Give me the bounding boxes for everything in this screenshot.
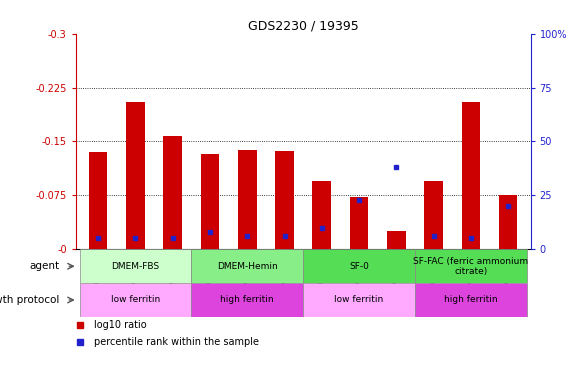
Text: log10 ratio: log10 ratio [94, 320, 146, 330]
Bar [387, 231, 406, 249]
Bar [350, 197, 368, 249]
Text: agent: agent [29, 261, 59, 271]
Bar [163, 136, 182, 249]
Bar [191, 283, 303, 317]
Bar [126, 102, 145, 249]
Bar [89, 152, 107, 249]
Text: high ferritin: high ferritin [220, 296, 274, 304]
Text: SF-FAC (ferric ammonium
citrate): SF-FAC (ferric ammonium citrate) [413, 256, 528, 276]
Text: low ferritin: low ferritin [335, 296, 384, 304]
Bar [303, 249, 415, 283]
Bar [303, 283, 415, 317]
Bar [415, 283, 527, 317]
Bar [462, 102, 480, 249]
Text: low ferritin: low ferritin [111, 296, 160, 304]
Text: growth protocol: growth protocol [0, 295, 59, 305]
Bar [415, 249, 527, 283]
Bar [201, 154, 219, 249]
Bar [238, 150, 257, 249]
Bar [312, 181, 331, 249]
Bar [275, 151, 294, 249]
Text: DMEM-Hemin: DMEM-Hemin [217, 262, 278, 271]
Bar [79, 283, 191, 317]
Text: SF-0: SF-0 [349, 262, 369, 271]
Text: high ferritin: high ferritin [444, 296, 498, 304]
Title: GDS2230 / 19395: GDS2230 / 19395 [248, 20, 359, 33]
Text: DMEM-FBS: DMEM-FBS [111, 262, 160, 271]
Bar [499, 195, 518, 249]
Text: percentile rank within the sample: percentile rank within the sample [94, 338, 259, 347]
Bar [424, 181, 443, 249]
Bar [191, 249, 303, 283]
Bar [79, 249, 191, 283]
